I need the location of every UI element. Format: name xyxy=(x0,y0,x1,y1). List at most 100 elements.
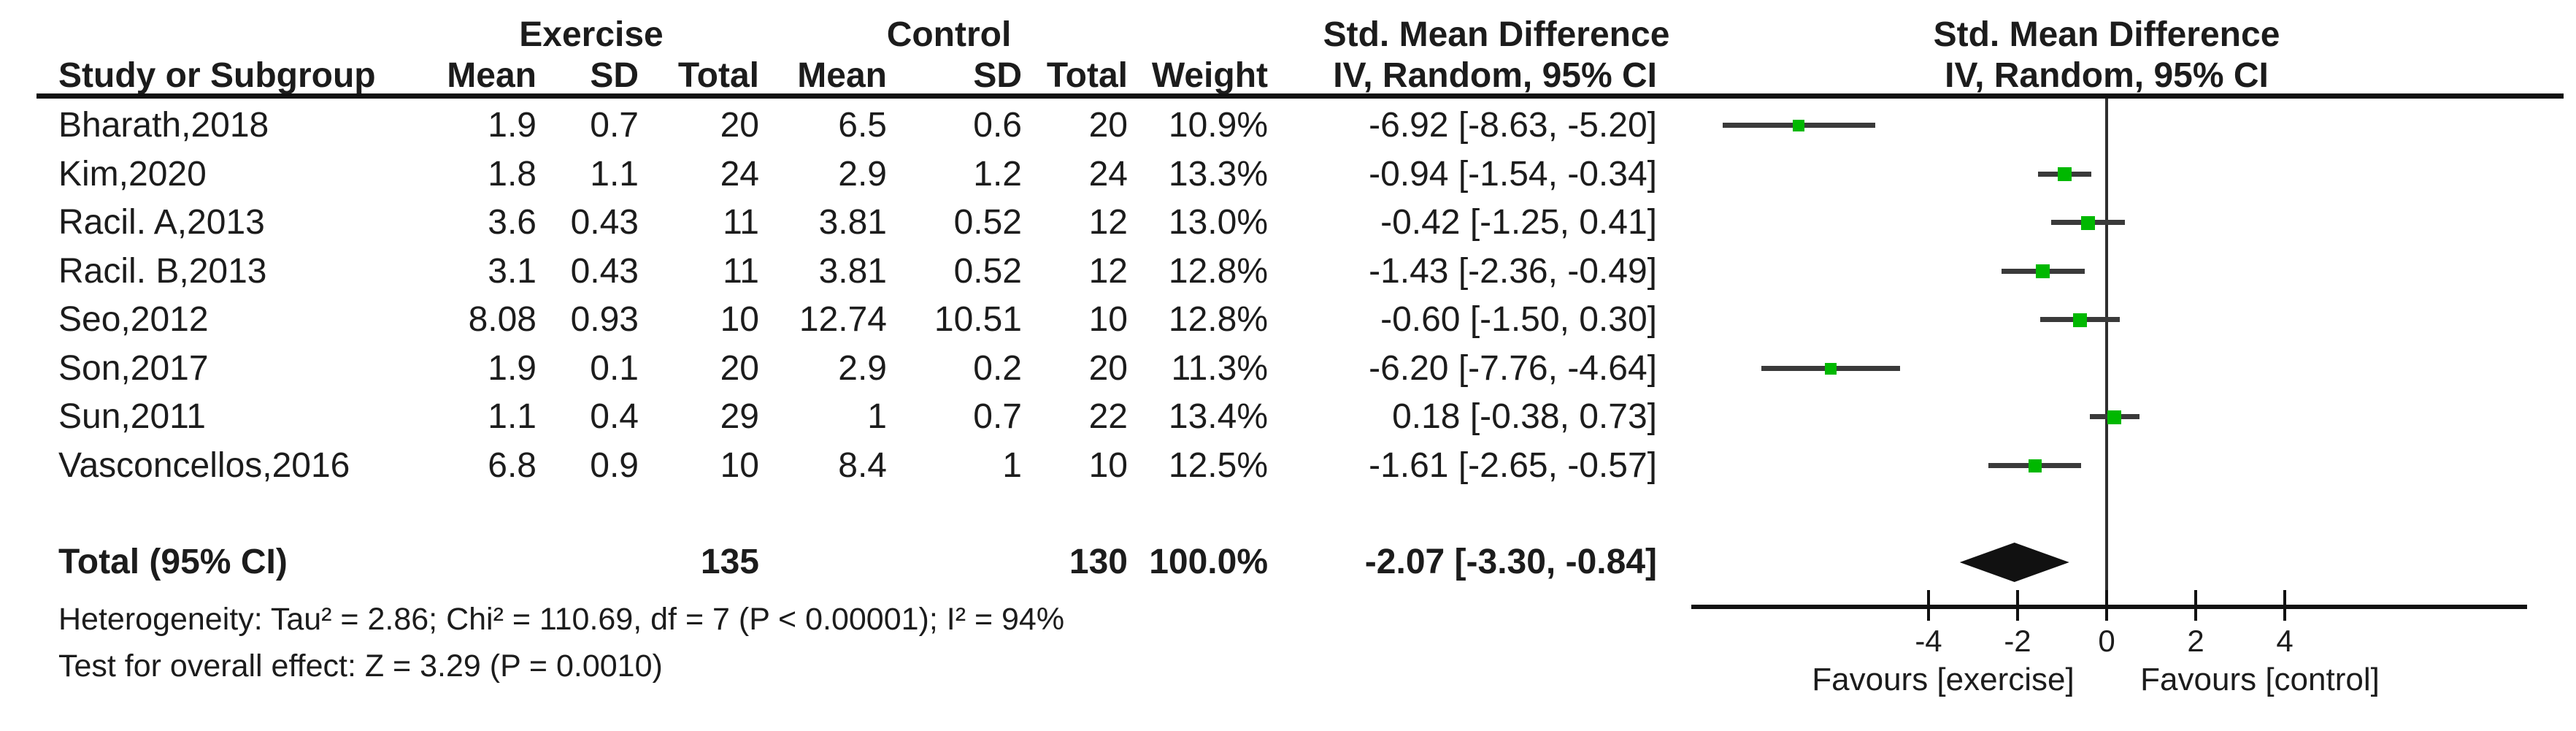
effect-marker xyxy=(2036,264,2050,278)
overall-effect-text: Test for overall effect: Z = 3.29 (P = 0… xyxy=(58,648,663,684)
exercise-total-cell: 10 xyxy=(720,300,759,339)
exercise-sd-cell: 0.93 xyxy=(570,300,639,339)
tick-label: 4 xyxy=(2276,624,2294,658)
control-mean-cell: 12.74 xyxy=(799,300,887,339)
ci-text-cell: -0.60 [-1.50, 0.30] xyxy=(1380,300,1657,339)
col-header-weight: Weight xyxy=(1151,56,1268,95)
col-header-c-total: Total xyxy=(1046,56,1128,95)
exercise-total-cell: 24 xyxy=(720,154,759,194)
zero-line xyxy=(2105,99,2108,607)
ci-text-cell: -6.92 [-8.63, -5.20] xyxy=(1369,106,1657,145)
total-label: Total (95% CI) xyxy=(58,543,288,581)
exercise-mean-cell: 1.9 xyxy=(488,348,537,388)
study-name: Racil. A,2013 xyxy=(58,203,265,242)
exercise-sd-cell: 0.1 xyxy=(590,348,639,388)
col-header-ex-sd: SD xyxy=(590,56,639,95)
weight-cell: 12.5% xyxy=(1168,445,1268,485)
exercise-mean-cell: 8.08 xyxy=(468,300,537,339)
weight-cell: 13.0% xyxy=(1168,203,1268,242)
axis-tick xyxy=(2105,590,2108,621)
header-underline xyxy=(36,93,2564,99)
exercise-sd-cell: 0.7 xyxy=(590,106,639,145)
weight-cell: 11.3% xyxy=(1171,348,1268,388)
exercise-sd-cell: 0.43 xyxy=(570,251,639,291)
tick-label: 2 xyxy=(2187,624,2204,658)
total-weight: 100.0% xyxy=(1149,543,1268,581)
col-header-c-sd: SD xyxy=(973,56,1022,95)
control-mean-cell: 1 xyxy=(867,397,887,436)
control-total-cell: 22 xyxy=(1088,397,1128,436)
group-header-control: Control xyxy=(886,15,1012,54)
weight-cell: 13.3% xyxy=(1168,154,1268,194)
exercise-mean-cell: 1.1 xyxy=(488,397,537,436)
control-sd-cell: 0.6 xyxy=(973,106,1022,145)
exercise-total-cell: 20 xyxy=(720,348,759,388)
exercise-sd-cell: 0.4 xyxy=(590,397,639,436)
control-sd-cell: 1 xyxy=(1002,445,1022,485)
col-header-ex-total: Total xyxy=(677,56,759,95)
study-name: Bharath,2018 xyxy=(58,106,269,145)
ci-text-cell: -0.94 [-1.54, -0.34] xyxy=(1369,154,1657,194)
effect-column-header-line2: IV, Random, 95% CI xyxy=(1333,56,1657,95)
heterogeneity-text: Heterogeneity: Tau² = 2.86; Chi² = 110.6… xyxy=(58,602,1065,637)
study-name: Kim,2020 xyxy=(58,154,207,194)
exercise-total-cell: 10 xyxy=(720,445,759,485)
effect-marker xyxy=(2072,313,2087,327)
exercise-total-cell: 29 xyxy=(720,397,759,436)
x-axis xyxy=(1691,605,2527,609)
total-ci-text: -2.07 [-3.30, -0.84] xyxy=(1364,543,1657,581)
total-ex-total: 135 xyxy=(700,543,759,581)
study-name: Seo,2012 xyxy=(58,300,209,339)
control-total-cell: 20 xyxy=(1088,106,1128,145)
control-mean-cell: 3.81 xyxy=(818,203,887,242)
exercise-sd-cell: 0.43 xyxy=(570,203,639,242)
study-name: Sun,2011 xyxy=(58,397,206,436)
study-name: Son,2017 xyxy=(58,348,209,388)
effect-marker xyxy=(2058,167,2072,181)
control-total-cell: 12 xyxy=(1088,251,1128,291)
tick-label: -4 xyxy=(1915,624,1942,658)
control-mean-cell: 2.9 xyxy=(838,154,887,194)
exercise-mean-cell: 1.8 xyxy=(488,154,537,194)
group-header-exercise: Exercise xyxy=(519,15,664,54)
total-c-total: 130 xyxy=(1069,543,1128,581)
control-total-cell: 20 xyxy=(1088,348,1128,388)
col-header-ex-mean: Mean xyxy=(447,56,537,95)
exercise-total-cell: 11 xyxy=(723,251,759,291)
control-mean-cell: 6.5 xyxy=(838,106,887,145)
control-mean-cell: 8.4 xyxy=(838,445,887,485)
control-sd-cell: 0.52 xyxy=(953,251,1022,291)
control-mean-cell: 2.9 xyxy=(838,348,887,388)
weight-cell: 10.9% xyxy=(1168,106,1268,145)
exercise-mean-cell: 3.1 xyxy=(488,251,537,291)
effect-marker xyxy=(2107,410,2122,424)
study-name: Racil. B,2013 xyxy=(58,251,267,291)
axis-tick xyxy=(2016,590,2019,621)
exercise-total-cell: 11 xyxy=(723,203,759,242)
control-total-cell: 12 xyxy=(1088,203,1128,242)
control-sd-cell: 0.7 xyxy=(973,397,1022,436)
effect-column-header-line1: Std. Mean Difference xyxy=(1323,15,1670,54)
control-sd-cell: 10.51 xyxy=(934,300,1022,339)
col-header-study: Study or Subgroup xyxy=(58,56,376,95)
col-header-c-mean: Mean xyxy=(797,56,887,95)
control-total-cell: 10 xyxy=(1088,445,1128,485)
weight-cell: 12.8% xyxy=(1168,300,1268,339)
control-sd-cell: 0.52 xyxy=(953,203,1022,242)
exercise-sd-cell: 1.1 xyxy=(590,154,639,194)
effect-marker xyxy=(2028,459,2042,472)
favours-left-label: Favours [exercise] xyxy=(1812,662,2075,697)
control-total-cell: 24 xyxy=(1088,154,1128,194)
weight-cell: 13.4% xyxy=(1168,397,1268,436)
control-sd-cell: 0.2 xyxy=(973,348,1022,388)
ci-text-cell: -0.42 [-1.25, 0.41] xyxy=(1380,203,1657,242)
axis-tick xyxy=(2194,590,2197,621)
ci-text-cell: -6.20 [-7.76, -4.64] xyxy=(1369,348,1657,388)
control-mean-cell: 3.81 xyxy=(818,251,887,291)
study-name: Vasconcellos,2016 xyxy=(58,445,350,485)
exercise-mean-cell: 6.8 xyxy=(488,445,537,485)
plot-header-line2: IV, Random, 95% CI xyxy=(1945,56,2269,95)
control-sd-cell: 1.2 xyxy=(973,154,1022,194)
axis-tick xyxy=(2283,590,2286,621)
